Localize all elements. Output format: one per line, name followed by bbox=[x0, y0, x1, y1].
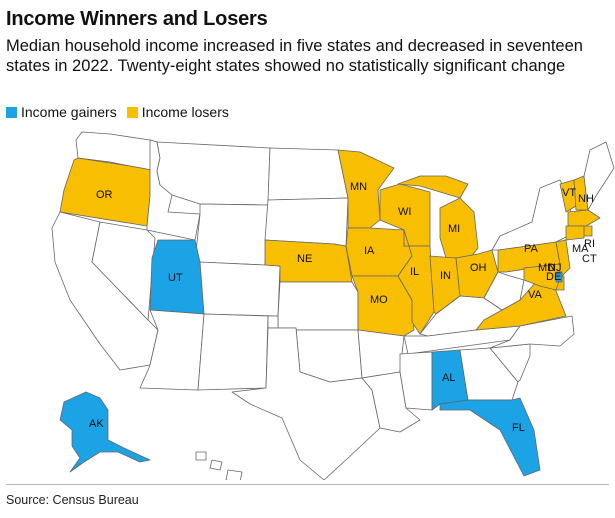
legend-label-gainers: Income gainers bbox=[21, 104, 117, 120]
label-mi: MI bbox=[448, 223, 460, 235]
label-oh: OH bbox=[470, 262, 487, 274]
state-co bbox=[199, 261, 281, 317]
state-nj bbox=[555, 239, 571, 279]
label-wi: WI bbox=[398, 206, 411, 218]
state-wy bbox=[194, 203, 269, 266]
state-hi-3 bbox=[225, 469, 243, 480]
state-md bbox=[523, 263, 561, 291]
legend-label-losers: Income losers bbox=[141, 104, 229, 120]
chart-subtitle: Median household income increased in fiv… bbox=[6, 37, 583, 75]
legend-item-gainers: Income gainers bbox=[6, 104, 117, 120]
label-mn: MN bbox=[350, 181, 367, 193]
label-ct: CT bbox=[582, 253, 597, 265]
label-vt: VT bbox=[562, 187, 576, 199]
label-de: DE bbox=[546, 271, 561, 283]
chart-title: Income Winners and Losers bbox=[6, 8, 268, 30]
state-mt bbox=[156, 141, 271, 206]
state-hi-2 bbox=[209, 459, 223, 471]
label-ia: IA bbox=[364, 245, 375, 257]
state-ks bbox=[277, 281, 359, 331]
legend-swatch-losers bbox=[126, 106, 138, 118]
label-in: IN bbox=[440, 270, 451, 282]
legend: Income gainers Income losers bbox=[6, 104, 229, 120]
state-shapes bbox=[51, 131, 615, 480]
legend-swatch-gainers bbox=[6, 106, 17, 118]
us-state-map: OR UT NE MN IA MO WI IL MI IN OH VA PA V… bbox=[51, 131, 615, 480]
state-nd bbox=[267, 147, 349, 201]
label-ma: MA bbox=[572, 243, 589, 255]
label-ak: AK bbox=[89, 418, 104, 430]
label-nj: NJ bbox=[548, 262, 561, 274]
label-ne: NE bbox=[297, 253, 312, 265]
state-dc bbox=[555, 271, 563, 283]
source-note: Source: Census Bureau bbox=[6, 493, 139, 507]
label-mo: MO bbox=[370, 294, 388, 306]
label-ut: UT bbox=[168, 272, 183, 284]
label-md: MD bbox=[538, 262, 555, 274]
state-tx bbox=[231, 327, 381, 480]
legend-item-losers: Income losers bbox=[126, 104, 229, 120]
state-ri bbox=[583, 225, 593, 237]
label-il: IL bbox=[410, 266, 419, 278]
state-mi-upper bbox=[397, 175, 469, 199]
state-sd bbox=[264, 197, 349, 247]
label-al: AL bbox=[442, 372, 455, 384]
label-pa: PA bbox=[524, 243, 539, 255]
state-ma bbox=[567, 209, 601, 227]
label-fl: FL bbox=[512, 422, 525, 434]
state-nm bbox=[197, 313, 269, 391]
footer-divider bbox=[6, 484, 609, 485]
state-ia bbox=[345, 227, 413, 277]
state-ms bbox=[399, 351, 433, 411]
label-va: VA bbox=[528, 289, 543, 301]
state-ct bbox=[565, 225, 585, 241]
state-labels: OR UT NE MN IA MO WI IL MI IN OH VA PA V… bbox=[89, 181, 597, 434]
state-ga bbox=[459, 347, 519, 401]
state-ny bbox=[491, 179, 573, 251]
state-ar bbox=[357, 329, 405, 379]
state-hi bbox=[195, 451, 207, 461]
label-ri: RI bbox=[584, 238, 595, 250]
state-ak bbox=[59, 391, 151, 473]
state-mi bbox=[439, 197, 479, 259]
label-or: OR bbox=[96, 189, 113, 201]
label-nh: NH bbox=[578, 193, 594, 205]
state-fl bbox=[439, 397, 541, 477]
